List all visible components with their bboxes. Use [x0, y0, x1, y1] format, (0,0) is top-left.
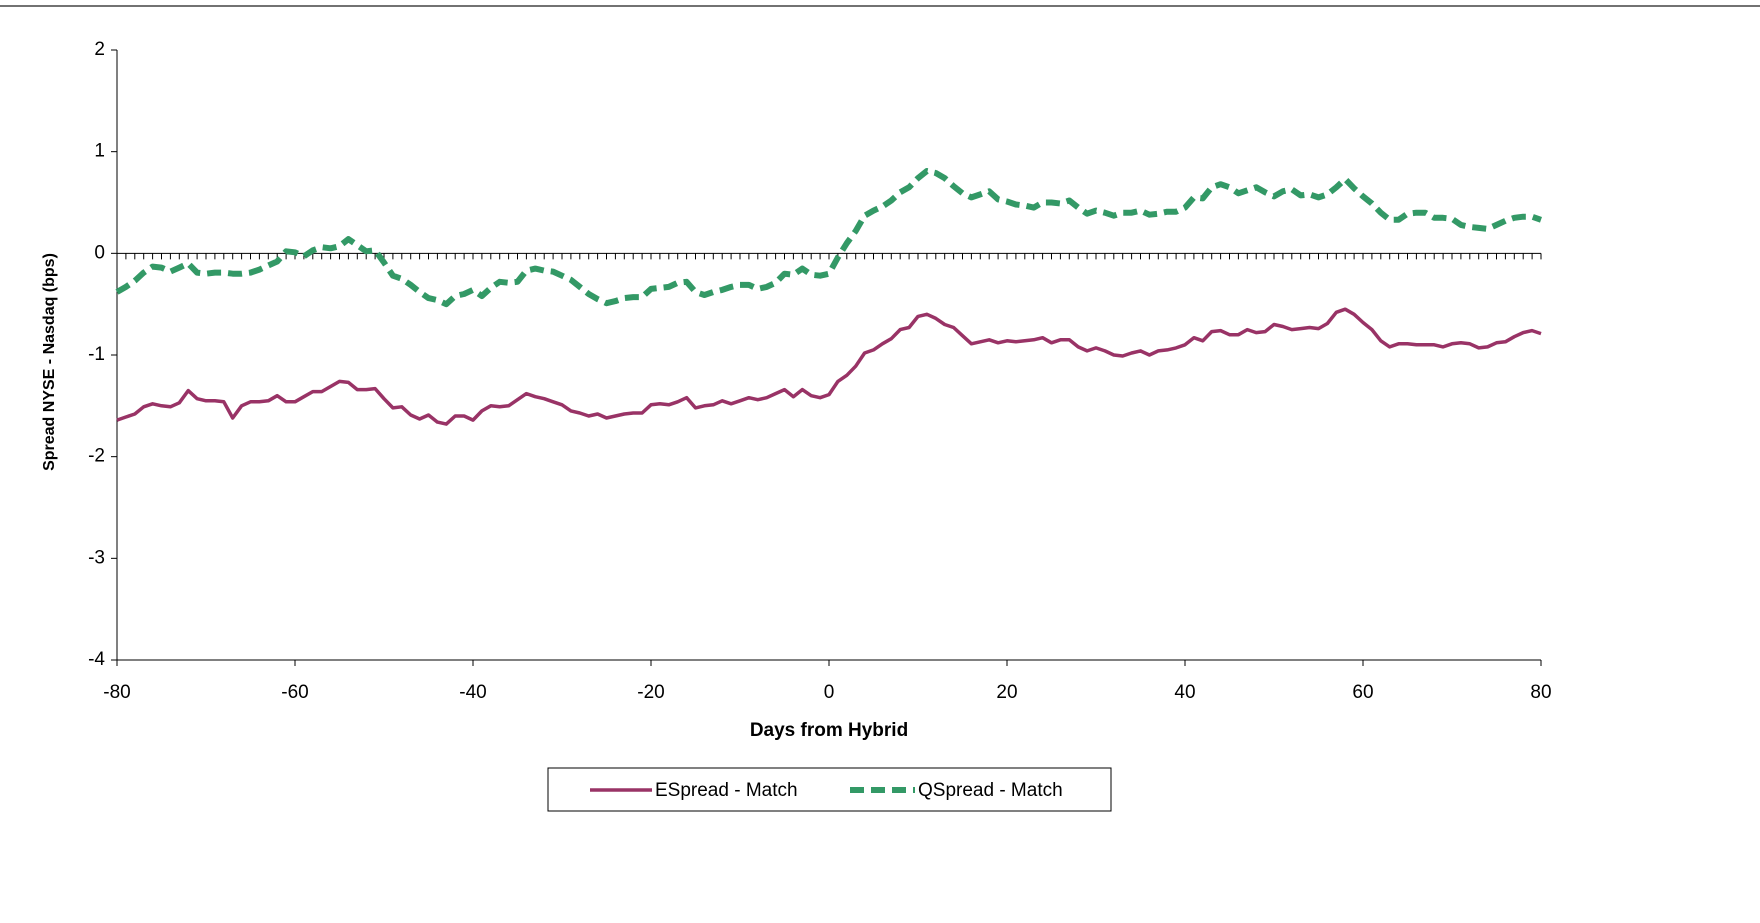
x-tick-label: 40 [1174, 682, 1195, 703]
x-axis-label: Days from Hybrid [750, 720, 908, 741]
x-tick-label: -40 [459, 682, 486, 703]
y-tick-label: 2 [94, 39, 105, 60]
y-tick-label: -2 [88, 446, 105, 467]
x-tick-label: 60 [1352, 682, 1373, 703]
y-axis-label: Spread NYSE - Nasdaq (bps) [41, 253, 58, 471]
series-line [115, 168, 1542, 308]
legend-label: ESpread - Match [655, 780, 798, 801]
x-tick-label: 20 [996, 682, 1017, 703]
y-tick-label: 1 [94, 141, 105, 162]
y-tick-label: -4 [88, 649, 105, 670]
legend-label: QSpread - Match [918, 780, 1063, 801]
x-tick-label: 0 [824, 682, 835, 703]
x-tick-label: -20 [637, 682, 664, 703]
y-tick-label: 0 [94, 242, 105, 263]
series-line [116, 307, 1542, 426]
x-tick-label: -60 [281, 682, 308, 703]
y-tick-label: -3 [88, 547, 105, 568]
x-tick-label: -80 [103, 682, 130, 703]
x-tick-label: 80 [1530, 682, 1551, 703]
y-tick-label: -1 [88, 344, 105, 365]
